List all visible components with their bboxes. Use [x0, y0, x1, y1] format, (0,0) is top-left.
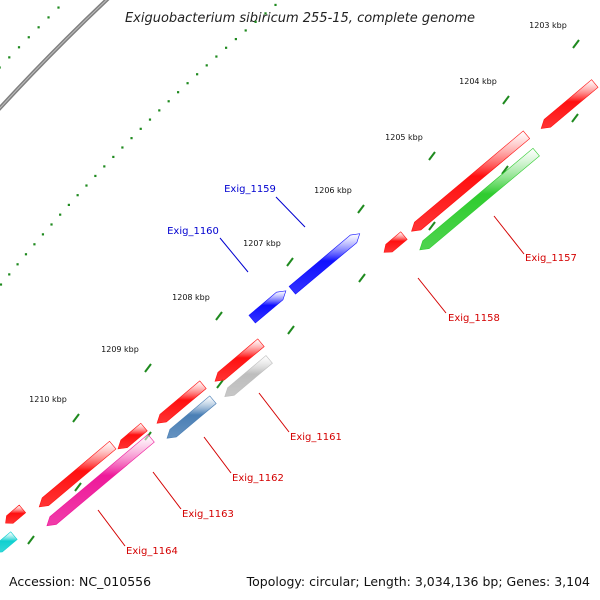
kbp-tick-mark: [72, 413, 80, 423]
kbp-tick-label: 1210 kbp: [29, 395, 67, 404]
outer-dot-ring: [0, 6, 60, 69]
cds-feature: [540, 79, 599, 129]
gene-label-leader: [417, 277, 447, 314]
gene-exig-1162: [156, 380, 207, 424]
feature-cyan: [0, 531, 18, 553]
gene-label: Exig_1164: [126, 546, 178, 557]
accession-text: Accession: NC_010556: [9, 574, 152, 589]
gene-label: Exig_1158: [448, 313, 500, 324]
gene-label: Exig_1160: [167, 226, 219, 237]
kbp-tick-mark: [502, 95, 510, 105]
gene-label: Exig_1159: [224, 184, 276, 195]
gene-label-leader: [203, 436, 232, 474]
kbp-tick-mark: [144, 363, 152, 373]
summary-text: Topology: circular; Length: 3,034,136 bp…: [246, 574, 590, 589]
cds-feature: [411, 130, 531, 232]
kbp-tick-mark: [428, 151, 436, 161]
gene-label-leader: [275, 196, 306, 228]
gene-exig-1161: [214, 338, 265, 382]
inner-ticks: [27, 113, 579, 545]
gene-exig-1158: [383, 231, 408, 253]
gene-label: Exig_1161: [290, 432, 342, 443]
gene-exig-1159: [288, 233, 361, 295]
kbp-tick-mark: [357, 204, 365, 214]
gene-label-leader: [219, 237, 249, 273]
gene-label: Exig_1162: [232, 473, 284, 484]
map-title: Exiguobacterium sibiricum 255-15, comple…: [125, 11, 475, 26]
feature-magenta: [46, 434, 155, 527]
gene-label-leader: [493, 215, 525, 255]
feature-gray: [224, 355, 273, 398]
label-layer: Exig_1157 Exig_1158 Exig_1159 Exig_1160 Exig…: [97, 184, 577, 557]
gene-label: Exig_1157: [525, 253, 577, 264]
kbp-tick-label: 1209 kbp: [101, 345, 139, 354]
kbp-tick-label: 1205 kbp: [385, 133, 423, 142]
inner-tick-mark: [571, 113, 579, 123]
inner-tick-mark: [216, 379, 224, 389]
backbone-highlight: [0, 0, 108, 109]
gene-label-leader: [152, 471, 182, 510]
kbp-ticks: 1203 kbp 1204 kbp 1205 kbp 1206 kbp 1207 kbp…: [29, 21, 580, 423]
feature-steelblue: [166, 395, 217, 439]
kbp-tick-label: 1207 kbp: [243, 239, 281, 248]
gene-exig-1160: [248, 290, 287, 324]
kbp-tick-label: 1203 kbp: [529, 21, 567, 30]
gene-label-leader: [258, 392, 290, 433]
kbp-tick-label: 1206 kbp: [314, 186, 352, 195]
gene-exig-1163: [117, 422, 148, 450]
inner-tick-mark: [501, 165, 509, 175]
gene-exig-1157: [419, 147, 540, 251]
inner-tick-mark: [428, 221, 436, 231]
feature-track: [0, 79, 599, 553]
kbp-tick-label: 1204 kbp: [459, 77, 497, 86]
gene-label: Exig_1163: [182, 509, 234, 520]
tick-rings: 1203 kbp 1204 kbp 1205 kbp 1206 kbp 1207 kbp…: [0, 3, 580, 545]
inner-tick-mark: [287, 325, 295, 335]
inner-tick-mark: [27, 535, 35, 545]
cds-feature: [5, 504, 27, 524]
gene-exig-1164: [38, 440, 117, 508]
inner-tick-mark: [74, 482, 82, 492]
inner-tick-mark: [358, 273, 366, 283]
kbp-tick-mark: [286, 257, 294, 267]
gene-label-leader: [97, 509, 126, 547]
kbp-tick-label: 1208 kbp: [172, 293, 210, 302]
kbp-tick-mark: [215, 311, 223, 321]
kbp-tick-mark: [572, 39, 580, 49]
backbone: [0, 0, 110, 112]
inner-dot-ring: [0, 3, 277, 286]
backbone-arc: [0, 0, 110, 112]
